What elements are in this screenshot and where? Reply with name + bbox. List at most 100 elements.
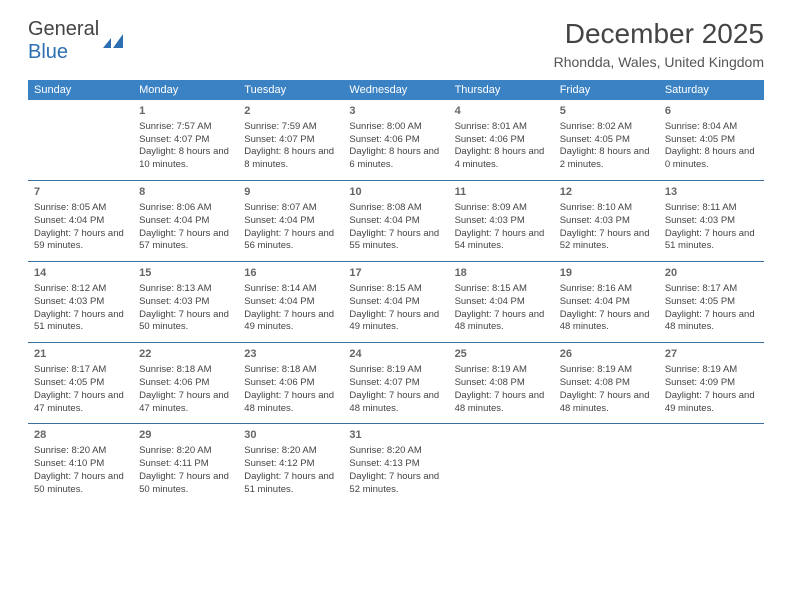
sunrise-line: Sunrise: 8:04 AM — [665, 121, 758, 134]
day-number: 21 — [34, 347, 127, 362]
sunset-line: Sunset: 4:05 PM — [665, 134, 758, 147]
daylight-line: Daylight: 7 hours and 47 minutes. — [139, 390, 232, 416]
sunrise-line: Sunrise: 8:08 AM — [349, 202, 442, 215]
day-cell: 11Sunrise: 8:09 AMSunset: 4:03 PMDayligh… — [449, 181, 554, 262]
day-cell: 24Sunrise: 8:19 AMSunset: 4:07 PMDayligh… — [343, 343, 448, 424]
sunrise-line: Sunrise: 7:57 AM — [139, 121, 232, 134]
logo: General Blue — [28, 18, 125, 64]
sunrise-line: Sunrise: 8:20 AM — [34, 445, 127, 458]
sunset-line: Sunset: 4:05 PM — [34, 377, 127, 390]
day-number: 20 — [665, 266, 758, 281]
day-number: 28 — [34, 428, 127, 443]
day-cell: 20 Sunrise: 8:17 AMSunset: 4:05 PMDayligh… — [659, 262, 764, 343]
day-cell: 16Sunrise: 8:14 AMSunset: 4:04 PMDayligh… — [238, 262, 343, 343]
sunrise-line: Sunrise: 8:20 AM — [244, 445, 337, 458]
sunset-line: Sunset: 4:13 PM — [349, 458, 442, 471]
sunset-line: Sunset: 4:05 PM — [560, 134, 653, 147]
sunrise-line: Sunrise: 8:19 AM — [455, 364, 548, 377]
day-cell: 31Sunrise: 8:20 AMSunset: 4:13 PMDayligh… — [343, 424, 448, 505]
header: General Blue December 2025 Rhondda, Wale… — [28, 18, 764, 70]
sunrise-line: Sunrise: 8:17 AM — [665, 283, 758, 296]
day-header: Friday — [554, 80, 659, 100]
day-header: Sunday — [28, 80, 133, 100]
day-cell: 1Sunrise: 7:57 AMSunset: 4:07 PMDaylight… — [133, 100, 238, 181]
sunset-line: Sunset: 4:11 PM — [139, 458, 232, 471]
day-cell: 17Sunrise: 8:15 AMSunset: 4:04 PMDayligh… — [343, 262, 448, 343]
day-header: Monday — [133, 80, 238, 100]
day-number: 26 — [560, 347, 653, 362]
day-number: 14 — [34, 266, 127, 281]
calendar-row: 28Sunrise: 8:20 AMSunset: 4:10 PMDayligh… — [28, 424, 764, 505]
sunrise-line: Sunrise: 8:15 AM — [455, 283, 548, 296]
daylight-line: Daylight: 7 hours and 50 minutes. — [139, 309, 232, 335]
sunset-line: Sunset: 4:04 PM — [349, 296, 442, 309]
sunset-line: Sunset: 4:06 PM — [139, 377, 232, 390]
day-header: Wednesday — [343, 80, 448, 100]
daylight-line: Daylight: 8 hours and 4 minutes. — [455, 146, 548, 172]
sunset-line: Sunset: 4:05 PM — [665, 296, 758, 309]
sunrise-line: Sunrise: 8:01 AM — [455, 121, 548, 134]
calendar-row: 14Sunrise: 8:12 AMSunset: 4:03 PMDayligh… — [28, 262, 764, 343]
empty-cell — [659, 424, 764, 505]
sunrise-line: Sunrise: 8:09 AM — [455, 202, 548, 215]
day-cell: 15Sunrise: 8:13 AMSunset: 4:03 PMDayligh… — [133, 262, 238, 343]
day-cell: 7Sunrise: 8:05 AMSunset: 4:04 PMDaylight… — [28, 181, 133, 262]
day-header: Thursday — [449, 80, 554, 100]
daylight-line: Daylight: 7 hours and 48 minutes. — [665, 309, 758, 335]
empty-cell — [554, 424, 659, 505]
sunset-line: Sunset: 4:09 PM — [665, 377, 758, 390]
sunrise-line: Sunrise: 8:12 AM — [34, 283, 127, 296]
day-cell: 4Sunrise: 8:01 AMSunset: 4:06 PMDaylight… — [449, 100, 554, 181]
daylight-line: Daylight: 8 hours and 0 minutes. — [665, 146, 758, 172]
daylight-line: Daylight: 8 hours and 6 minutes. — [349, 146, 442, 172]
logo-word2: Blue — [28, 41, 68, 63]
daylight-line: Daylight: 7 hours and 49 minutes. — [244, 309, 337, 335]
sunrise-line: Sunrise: 8:19 AM — [665, 364, 758, 377]
sunrise-line: Sunrise: 8:00 AM — [349, 121, 442, 134]
daylight-line: Daylight: 7 hours and 55 minutes. — [349, 228, 442, 254]
day-number: 2 — [244, 104, 337, 119]
day-cell: 29Sunrise: 8:20 AMSunset: 4:11 PMDayligh… — [133, 424, 238, 505]
sunset-line: Sunset: 4:03 PM — [34, 296, 127, 309]
day-number: 3 — [349, 104, 442, 119]
daylight-line: Daylight: 7 hours and 48 minutes. — [455, 390, 548, 416]
daylight-line: Daylight: 7 hours and 51 minutes. — [34, 309, 127, 335]
day-number: 23 — [244, 347, 337, 362]
day-cell: 28 Sunrise: 8:20 AMSunset: 4:10 PMDayligh… — [28, 424, 133, 505]
daylight-line: Daylight: 7 hours and 59 minutes. — [34, 228, 127, 254]
sunset-line: Sunset: 4:10 PM — [34, 458, 127, 471]
daylight-line: Daylight: 7 hours and 51 minutes. — [665, 228, 758, 254]
day-cell: 26Sunrise: 8:19 AMSunset: 4:08 PMDayligh… — [554, 343, 659, 424]
calendar-table: SundayMondayTuesdayWednesdayThursdayFrid… — [28, 80, 764, 504]
sunset-line: Sunset: 4:04 PM — [455, 296, 548, 309]
empty-cell — [28, 100, 133, 181]
sunset-line: Sunset: 4:12 PM — [244, 458, 337, 471]
day-cell: 21Sunrise: 8:17 AMSunset: 4:05 PMDayligh… — [28, 343, 133, 424]
sunrise-line: Sunrise: 8:07 AM — [244, 202, 337, 215]
logo-word1: General — [28, 18, 99, 40]
day-number: 9 — [244, 185, 337, 200]
day-number: 17 — [349, 266, 442, 281]
daylight-line: Daylight: 7 hours and 50 minutes. — [34, 471, 127, 497]
empty-cell — [449, 424, 554, 505]
day-number: 27 — [665, 347, 758, 362]
sunset-line: Sunset: 4:03 PM — [560, 215, 653, 228]
sunset-line: Sunset: 4:06 PM — [244, 377, 337, 390]
day-cell: 30Sunrise: 8:20 AMSunset: 4:12 PMDayligh… — [238, 424, 343, 505]
calendar-head: SundayMondayTuesdayWednesdayThursdayFrid… — [28, 80, 764, 100]
sunset-line: Sunset: 4:06 PM — [455, 134, 548, 147]
daylight-line: Daylight: 7 hours and 48 minutes. — [244, 390, 337, 416]
day-number: 11 — [455, 185, 548, 200]
sunrise-line: Sunrise: 8:05 AM — [34, 202, 127, 215]
day-cell: 10Sunrise: 8:08 AMSunset: 4:04 PMDayligh… — [343, 181, 448, 262]
calendar-row: 1Sunrise: 7:57 AMSunset: 4:07 PMDaylight… — [28, 100, 764, 181]
daylight-line: Daylight: 7 hours and 49 minutes. — [665, 390, 758, 416]
daylight-line: Daylight: 7 hours and 48 minutes. — [455, 309, 548, 335]
sails-icon — [103, 34, 125, 48]
day-cell: 12Sunrise: 8:10 AMSunset: 4:03 PMDayligh… — [554, 181, 659, 262]
day-header-row: SundayMondayTuesdayWednesdayThursdayFrid… — [28, 80, 764, 100]
day-number: 24 — [349, 347, 442, 362]
sunset-line: Sunset: 4:07 PM — [139, 134, 232, 147]
daylight-line: Daylight: 7 hours and 51 minutes. — [244, 471, 337, 497]
day-cell: 6Sunrise: 8:04 AMSunset: 4:05 PMDaylight… — [659, 100, 764, 181]
